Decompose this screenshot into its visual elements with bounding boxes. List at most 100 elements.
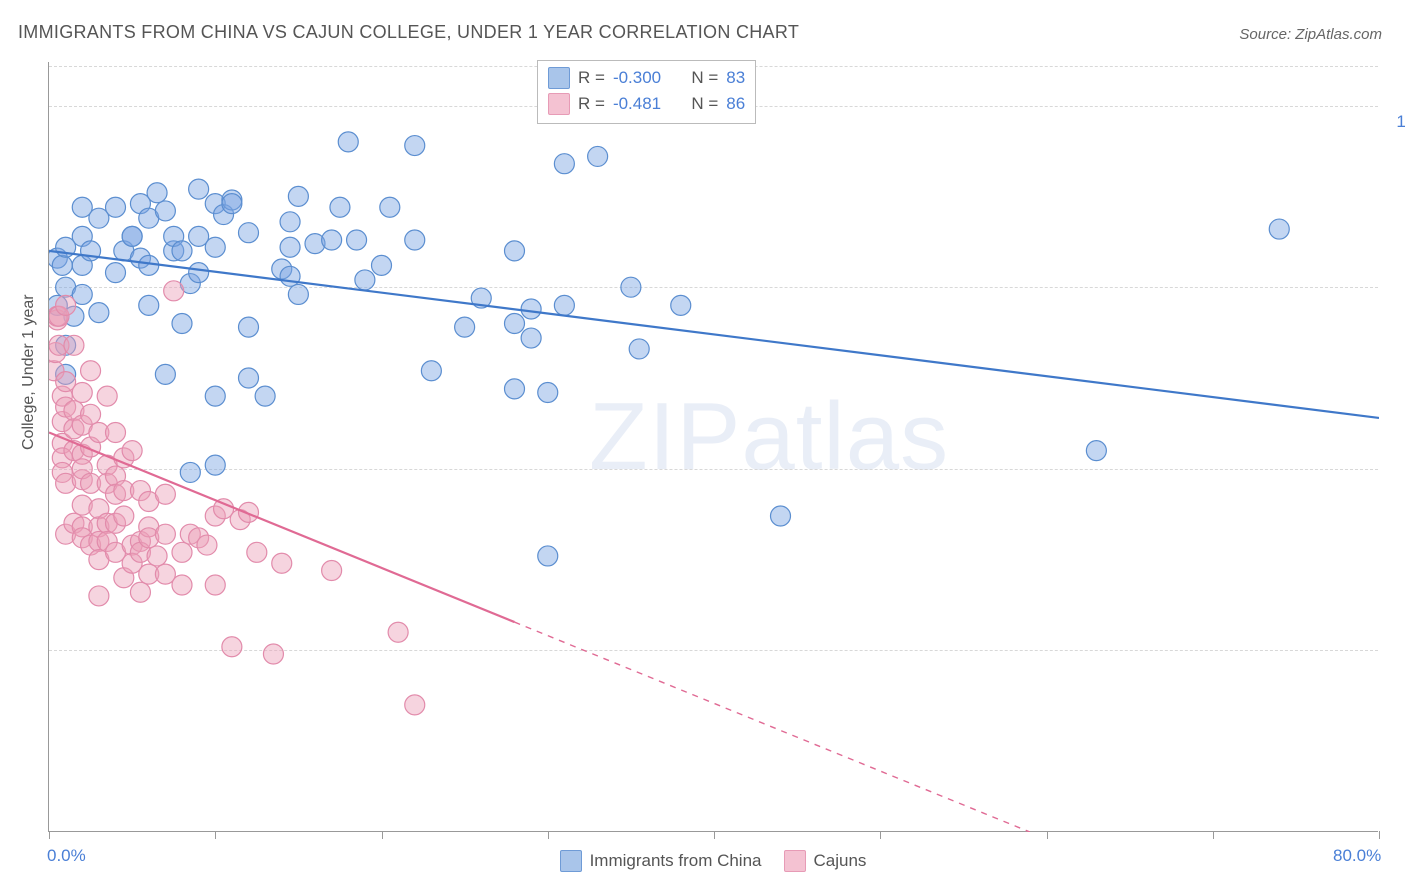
bottom-legend: Immigrants from China Cajuns	[48, 850, 1378, 872]
scatter-point-blue	[155, 201, 175, 221]
scatter-point-blue	[538, 383, 558, 403]
legend-r-label: R =	[578, 91, 605, 117]
x-tick	[1047, 831, 1048, 839]
scatter-point-pink	[322, 560, 342, 580]
legend-n-label: N =	[691, 91, 718, 117]
scatter-point-blue	[671, 295, 691, 315]
scatter-point-blue	[205, 237, 225, 257]
chart-title: IMMIGRANTS FROM CHINA VS CAJUN COLLEGE, …	[18, 22, 799, 43]
bottom-label-pink: Cajuns	[814, 851, 867, 871]
scatter-point-pink	[81, 361, 101, 381]
scatter-point-blue	[205, 455, 225, 475]
x-tick	[1213, 831, 1214, 839]
scatter-point-pink	[155, 524, 175, 544]
scatter-point-pink	[164, 281, 184, 301]
scatter-point-blue	[405, 230, 425, 250]
scatter-point-blue	[455, 317, 475, 337]
scatter-point-blue	[106, 263, 126, 283]
scatter-point-blue	[405, 136, 425, 156]
scatter-point-blue	[771, 506, 791, 526]
legend-r-value-blue: -0.300	[613, 65, 661, 91]
scatter-point-blue	[255, 386, 275, 406]
chart-svg	[49, 62, 1379, 832]
plot-area: 25.0%50.0%75.0%100.0%0.0%80.0%	[49, 62, 1378, 831]
scatter-point-blue	[521, 328, 541, 348]
scatter-point-blue	[372, 255, 392, 275]
scatter-point-blue	[280, 212, 300, 232]
scatter-point-blue	[338, 132, 358, 152]
scatter-point-pink	[97, 386, 117, 406]
scatter-point-blue	[330, 197, 350, 217]
scatter-point-pink	[81, 404, 101, 424]
x-tick	[49, 831, 50, 839]
scatter-point-blue	[554, 295, 574, 315]
chart-area: ZIPatlas 25.0%50.0%75.0%100.0%0.0%80.0% …	[48, 62, 1378, 832]
legend-swatch-pink	[548, 93, 570, 115]
scatter-point-pink	[205, 575, 225, 595]
scatter-point-blue	[172, 241, 192, 261]
scatter-point-pink	[172, 542, 192, 562]
scatter-point-blue	[322, 230, 342, 250]
scatter-point-pink	[147, 546, 167, 566]
scatter-point-blue	[288, 186, 308, 206]
scatter-point-blue	[239, 223, 259, 243]
source-name: ZipAtlas.com	[1295, 26, 1382, 43]
scatter-point-blue	[421, 361, 441, 381]
scatter-point-pink	[263, 644, 283, 664]
scatter-point-pink	[56, 295, 76, 315]
scatter-point-blue	[52, 255, 72, 275]
legend-box: R = -0.300 N = 83 R = -0.481 N = 86	[537, 60, 756, 124]
trendline-pink-dashed	[515, 622, 1030, 832]
scatter-point-blue	[89, 303, 109, 323]
scatter-point-blue	[505, 314, 525, 334]
legend-r-label: R =	[578, 65, 605, 91]
scatter-point-pink	[239, 502, 259, 522]
x-tick	[548, 831, 549, 839]
scatter-point-blue	[1269, 219, 1289, 239]
bottom-legend-item-pink: Cajuns	[784, 850, 867, 872]
scatter-point-blue	[106, 197, 126, 217]
source-attribution: Source: ZipAtlas.com	[1239, 26, 1382, 43]
source-prefix: Source:	[1239, 26, 1295, 43]
bottom-swatch-pink	[784, 850, 806, 872]
scatter-point-pink	[155, 484, 175, 504]
y-tick-label: 100.0%	[1396, 112, 1406, 132]
bottom-label-blue: Immigrants from China	[590, 851, 762, 871]
scatter-point-blue	[205, 386, 225, 406]
scatter-point-blue	[288, 284, 308, 304]
scatter-point-blue	[347, 230, 367, 250]
legend-swatch-blue	[548, 67, 570, 89]
scatter-point-blue	[189, 263, 209, 283]
y-axis-label: College, Under 1 year	[20, 294, 38, 450]
scatter-point-blue	[139, 255, 159, 275]
scatter-point-blue	[222, 194, 242, 214]
scatter-point-pink	[106, 422, 126, 442]
scatter-point-blue	[538, 546, 558, 566]
scatter-point-blue	[239, 317, 259, 337]
scatter-point-pink	[122, 441, 142, 461]
legend-n-value-blue: 83	[726, 65, 745, 91]
scatter-point-pink	[130, 582, 150, 602]
x-tick	[1379, 831, 1380, 839]
scatter-point-blue	[180, 462, 200, 482]
scatter-point-pink	[197, 535, 217, 555]
scatter-point-blue	[1086, 441, 1106, 461]
scatter-point-blue	[355, 270, 375, 290]
scatter-point-pink	[72, 383, 92, 403]
scatter-point-blue	[629, 339, 649, 359]
x-tick	[215, 831, 216, 839]
scatter-point-blue	[280, 266, 300, 286]
scatter-point-blue	[122, 226, 142, 246]
scatter-point-pink	[172, 575, 192, 595]
scatter-point-blue	[139, 295, 159, 315]
legend-row-blue: R = -0.300 N = 83	[548, 65, 745, 91]
scatter-point-blue	[554, 154, 574, 174]
scatter-point-blue	[380, 197, 400, 217]
scatter-point-pink	[89, 586, 109, 606]
scatter-point-blue	[172, 314, 192, 334]
legend-r-value-pink: -0.481	[613, 91, 661, 117]
bottom-swatch-blue	[560, 850, 582, 872]
scatter-point-blue	[155, 364, 175, 384]
x-tick	[880, 831, 881, 839]
legend-row-pink: R = -0.481 N = 86	[548, 91, 745, 117]
